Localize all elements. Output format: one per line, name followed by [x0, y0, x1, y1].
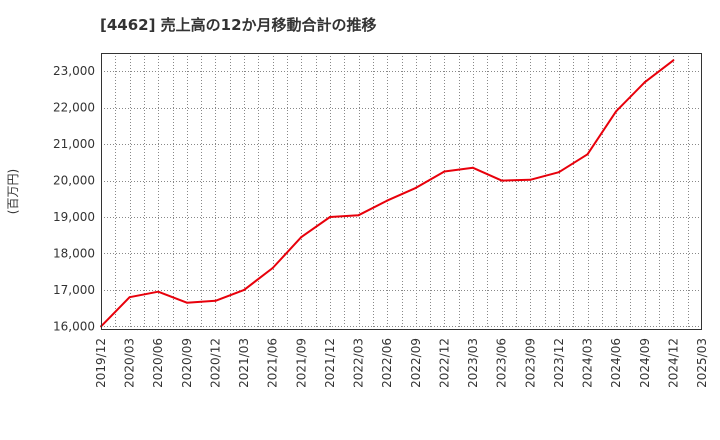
- x-tick-label: 2021/03: [237, 338, 251, 388]
- x-tick-label: 2023/03: [466, 338, 480, 388]
- data-point: [472, 166, 475, 169]
- x-tick-label: 2024/06: [609, 338, 623, 388]
- grid: [101, 53, 702, 330]
- y-tick-label: 21,000: [53, 137, 95, 151]
- y-tick-label: 22,000: [53, 101, 95, 115]
- data-point: [386, 199, 389, 202]
- data-point: [185, 301, 188, 304]
- plot-frame: [101, 53, 702, 330]
- x-tick-label: 2023/12: [552, 338, 566, 388]
- y-tick-label: 16,000: [53, 319, 95, 333]
- data-point: [414, 186, 417, 189]
- data-point: [529, 178, 532, 181]
- x-tick-label: 2021/12: [323, 338, 337, 388]
- x-tick-label: 2021/06: [266, 338, 280, 388]
- x-tick-label: 2022/03: [352, 338, 366, 388]
- data-point: [672, 59, 675, 62]
- x-tick-label: 2020/06: [151, 338, 165, 388]
- y-tick-label: 17,000: [53, 283, 95, 297]
- data-point: [357, 214, 360, 217]
- x-tick-label: 2023/06: [495, 338, 509, 388]
- data-point: [300, 236, 303, 239]
- data-point: [128, 296, 131, 299]
- x-tick-label: 2019/12: [94, 338, 108, 388]
- x-tick-label: 2023/09: [523, 338, 537, 388]
- chart-title: [4462] 売上高の12か月移動合計の推移: [100, 16, 377, 34]
- data-point: [557, 171, 560, 174]
- series-group: [100, 59, 675, 328]
- data-point: [615, 110, 618, 113]
- data-point: [328, 216, 331, 219]
- y-tick-label: 18,000: [53, 246, 95, 260]
- data-point: [643, 81, 646, 84]
- data-point: [443, 170, 446, 173]
- plot-area: [101, 53, 702, 330]
- x-tick-label: 2020/03: [123, 338, 137, 388]
- x-tick-label: 2024/12: [666, 338, 680, 388]
- x-tick-label: 2022/06: [380, 338, 394, 388]
- x-tick-label: 2025/03: [695, 338, 709, 388]
- y-axis-label: (百万円): [6, 169, 20, 214]
- y-tick-label: 20,000: [53, 174, 95, 188]
- x-tick-label: 2022/09: [409, 338, 423, 388]
- data-point: [271, 267, 274, 270]
- x-tick-label: 2024/09: [638, 338, 652, 388]
- x-tick-label: 2022/12: [437, 338, 451, 388]
- x-tick-label: 2020/12: [208, 338, 222, 388]
- x-tick-label: 2020/09: [180, 338, 194, 388]
- x-axis: 2019/12 2020/03 2020/06 2020/09 2020/12 2021/…: [94, 338, 709, 388]
- x-tick-label: 2024/03: [581, 338, 595, 388]
- data-point: [586, 153, 589, 156]
- y-tick-label: 19,000: [53, 210, 95, 224]
- y-tick-label: 23,000: [53, 64, 95, 78]
- data-point: [500, 179, 503, 182]
- x-tick-label: 2021/09: [294, 338, 308, 388]
- y-axis: 16,000 17,000 18,000 19,000 20,000 21,000 22,0…: [53, 64, 95, 333]
- data-point: [214, 299, 217, 302]
- data-point: [243, 288, 246, 291]
- data-point: [157, 290, 160, 293]
